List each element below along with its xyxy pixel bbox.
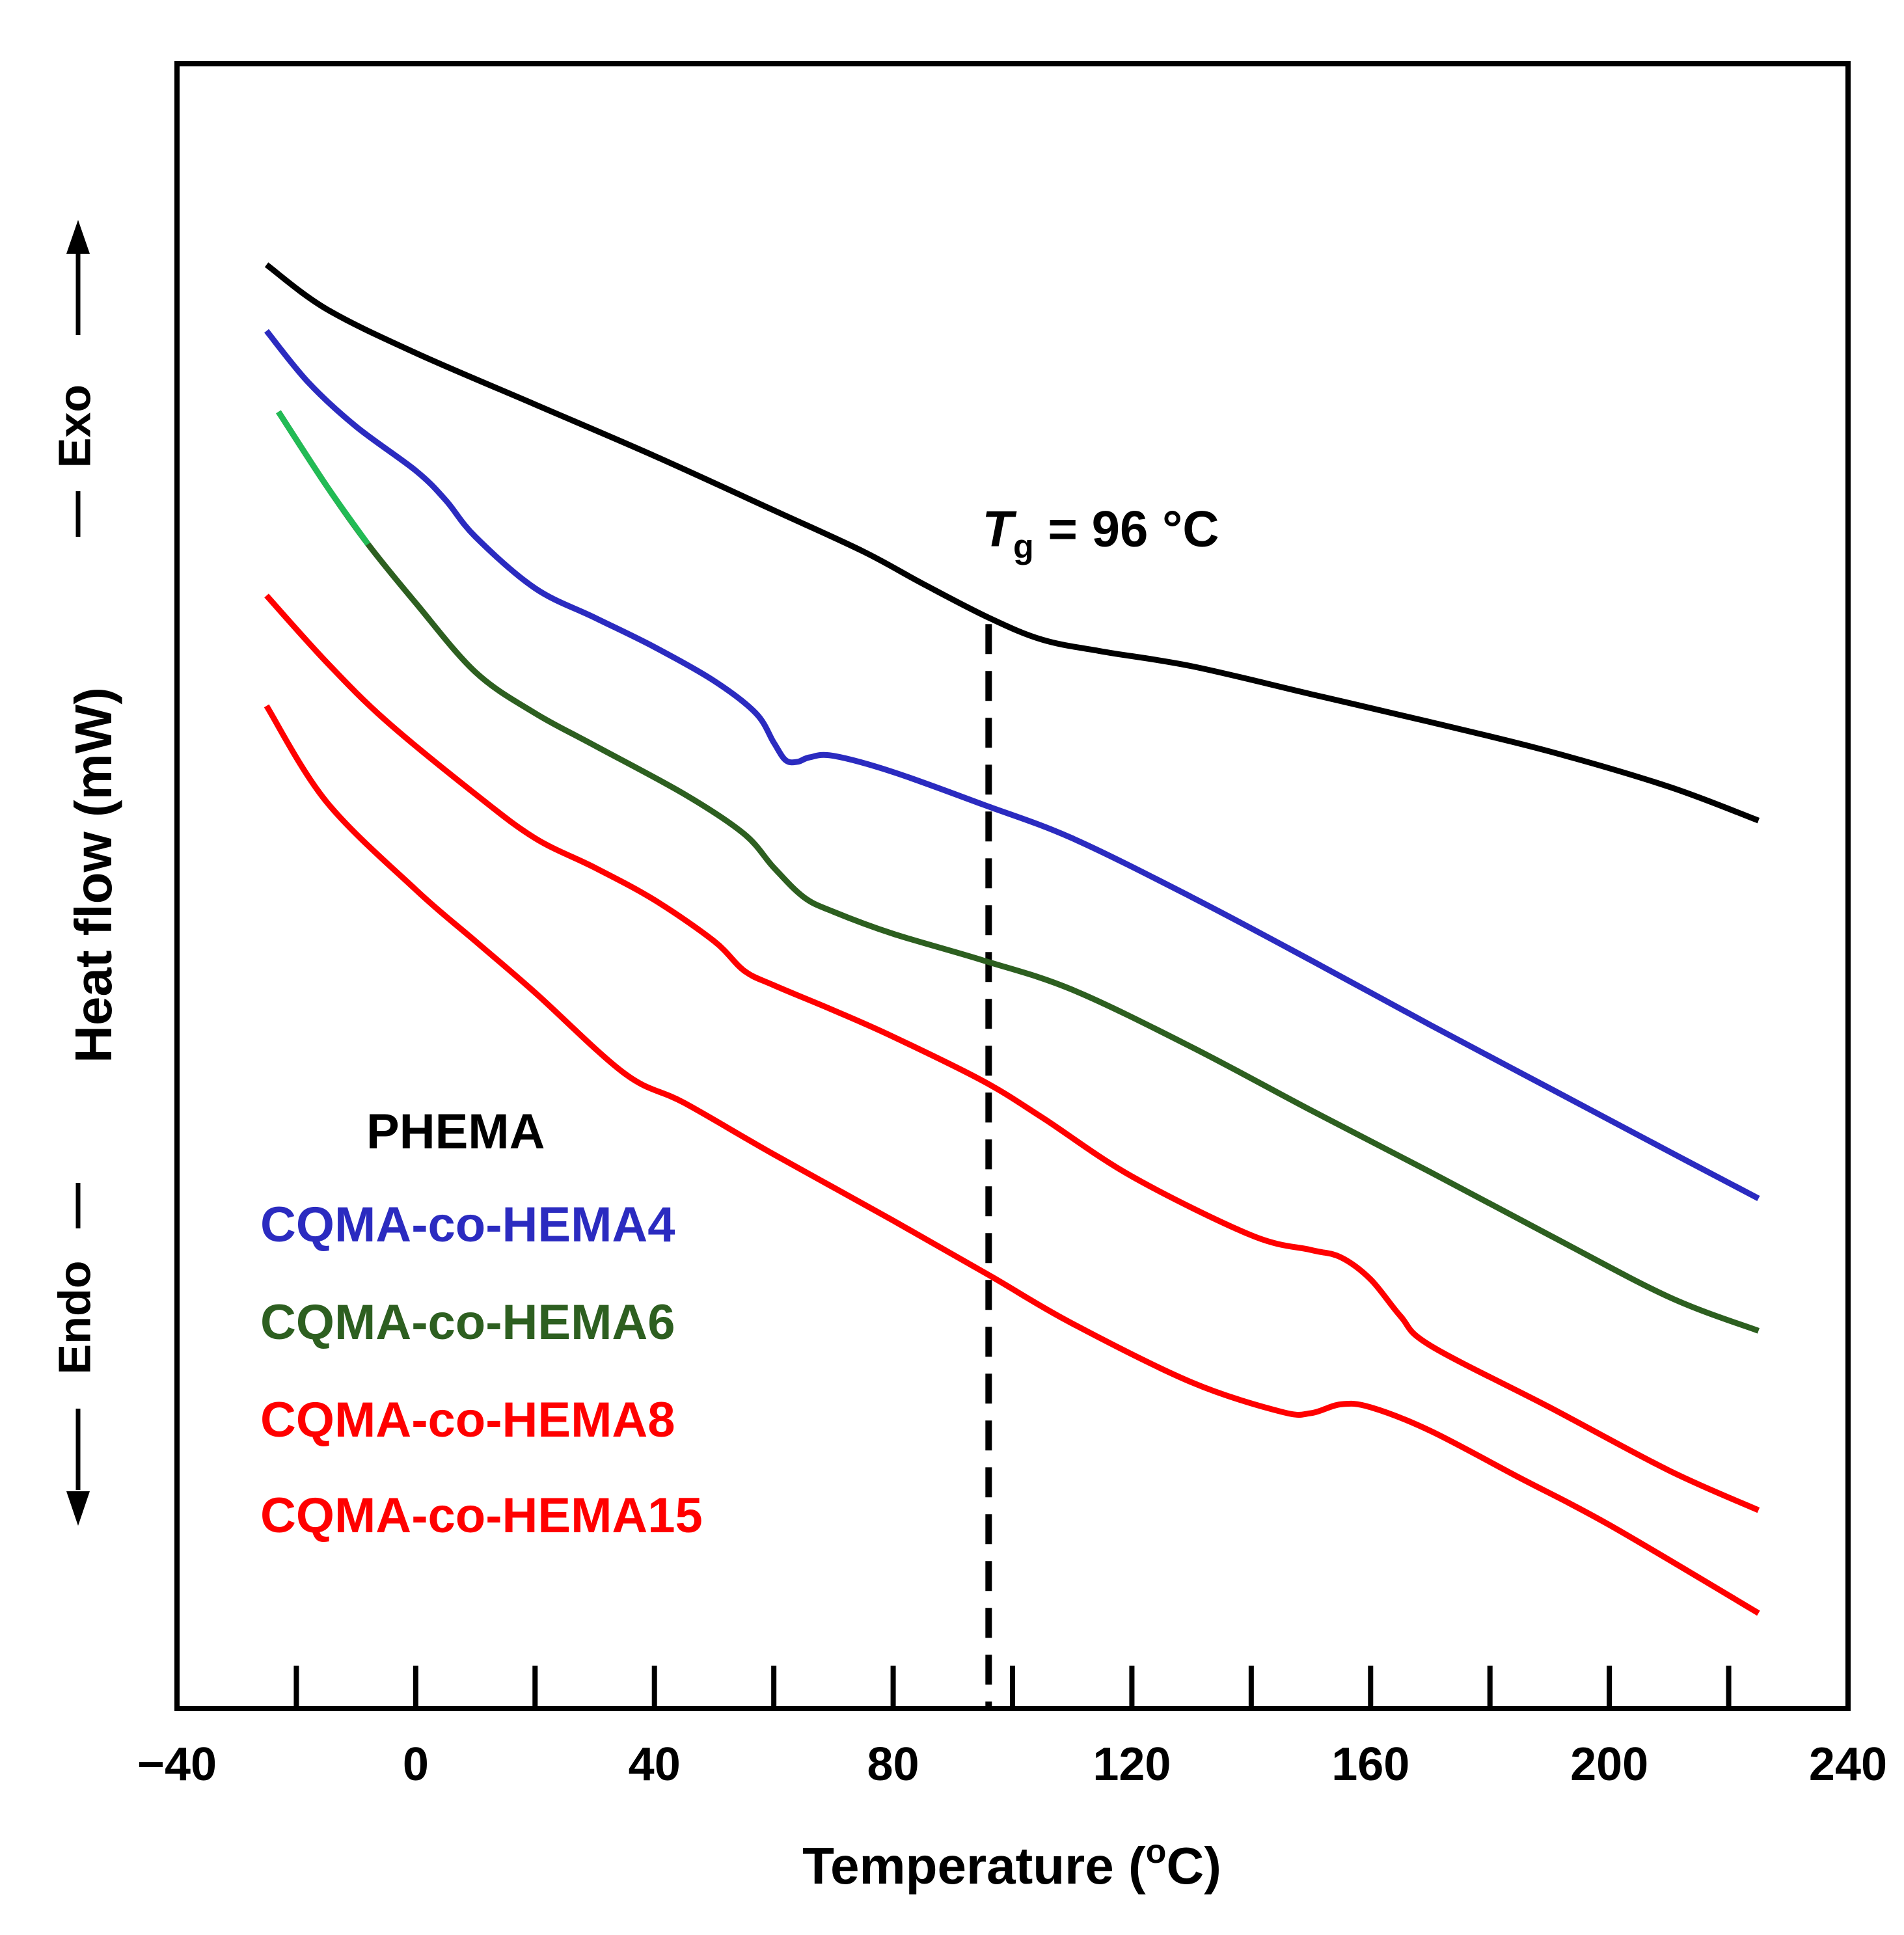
x-tick-label: 80 — [867, 1739, 919, 1791]
legend-entry-PHEMA: PHEMA — [366, 1104, 545, 1159]
series-line-CQMA-co-HEMA8 — [264, 593, 1760, 1513]
series-line-CQMA-co-HEMA4 — [264, 329, 1760, 1201]
x-axis-label-end: C) — [1166, 1837, 1221, 1895]
x-tick-label: 40 — [629, 1739, 681, 1791]
legend-entry-CQMA-co-HEMA8: CQMA-co-HEMA8 — [260, 1392, 675, 1448]
series-line-PHEMA — [264, 262, 1760, 824]
x-tick-label: 160 — [1331, 1739, 1409, 1791]
x-tick-label: 240 — [1809, 1739, 1887, 1791]
minor-ticks — [293, 1666, 1732, 1709]
y-axis-label: Heat flow (mW) — [64, 687, 122, 1063]
x-axis-label-sup: o — [1146, 1833, 1167, 1871]
series-line-CQMA-co-HEMA6 — [276, 410, 1760, 1334]
plot-frame — [174, 61, 1851, 1711]
y-axis-label-text: Heat flow (mW) — [64, 687, 122, 1063]
endo-arrow-head — [66, 1491, 90, 1526]
x-tick-label: 0 — [403, 1739, 429, 1791]
series-line-CQMA-co-HEMA15 — [264, 704, 1760, 1616]
tg-annotation: Tg = 96 °C — [982, 500, 1219, 565]
endo-indicator: Endo — [49, 1183, 100, 1526]
series-lines — [264, 262, 1760, 1616]
x-axis-label-text: Temperature ( — [802, 1837, 1146, 1895]
legend-entry-CQMA-co-HEMA15: CQMA-co-HEMA15 — [260, 1488, 703, 1543]
x-tick-label: −40 — [137, 1739, 217, 1791]
exo-label: Exo — [49, 385, 100, 468]
series-line-start-CQMA-co-HEMA6 — [276, 410, 371, 546]
legend-entry-CQMA-co-HEMA4: CQMA-co-HEMA4 — [260, 1197, 675, 1252]
exo-indicator: Exo — [49, 220, 100, 537]
tg-symbol: T — [982, 500, 1017, 557]
exo-arrow-head — [66, 220, 90, 254]
x-tick-label: 120 — [1093, 1739, 1171, 1791]
tg-value: = 96 °C — [1034, 500, 1219, 557]
legend-entry-CQMA-co-HEMA6: CQMA-co-HEMA6 — [260, 1295, 675, 1350]
x-tick-label: 200 — [1570, 1739, 1648, 1791]
x-tick-labels: −40 0 40 80 120 160 200 240 — [137, 1739, 1887, 1791]
x-axis-label: Temperature (oC) — [802, 1833, 1221, 1895]
legend: PHEMA CQMA-co-HEMA4 CQMA-co-HEMA6 CQMA-co-H… — [260, 1104, 703, 1543]
endo-label: Endo — [49, 1261, 100, 1375]
tg-subscript: g — [1013, 528, 1034, 565]
